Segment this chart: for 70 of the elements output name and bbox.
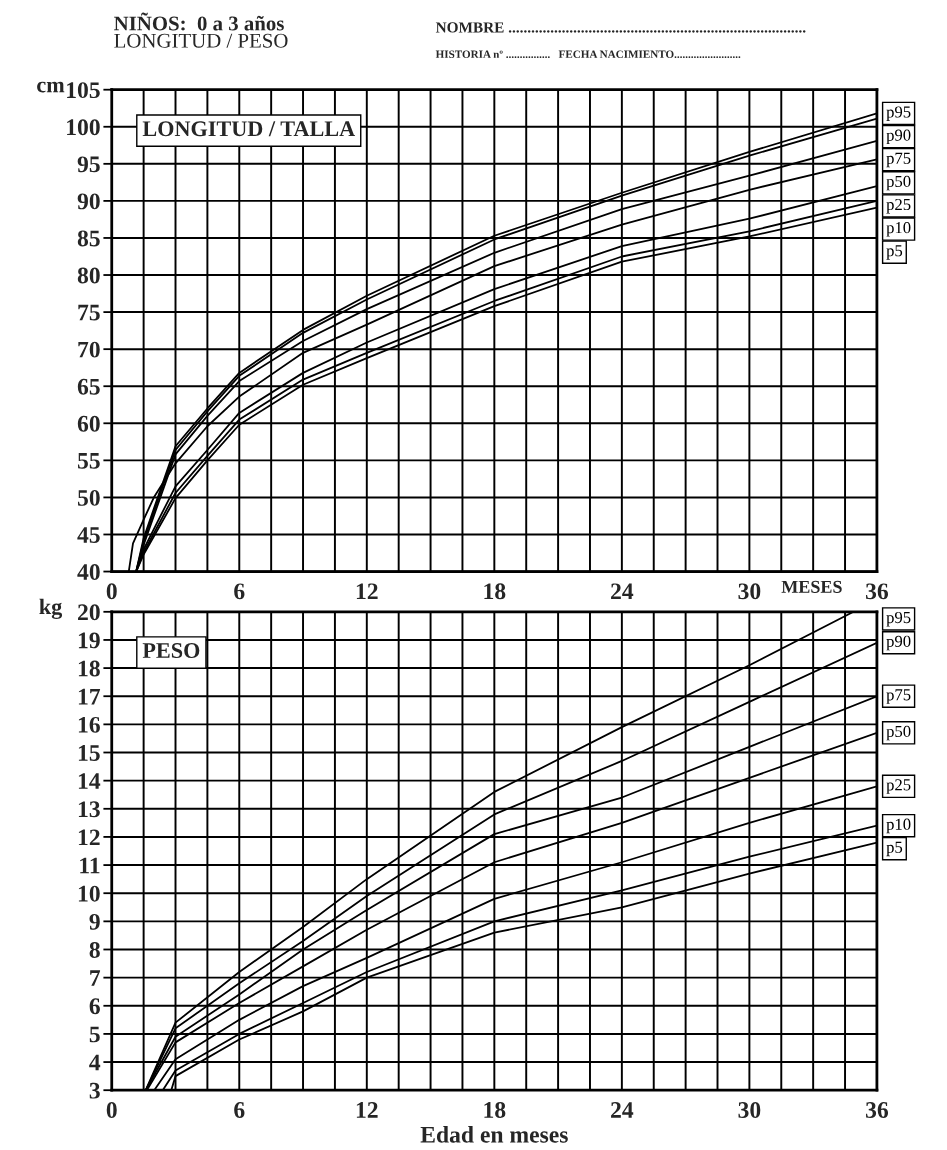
y-tick-label: 60: [77, 415, 100, 432]
x-tick-label: 18: [484, 583, 506, 600]
text: HISTORIA nº ................ FECHA NACIMIENTO........................: [435, 50, 741, 59]
y-tick-label: 4: [89, 1054, 101, 1071]
y-axis-title: cm: [37, 81, 65, 93]
legend-label: p50: [886, 175, 911, 191]
text: NOMBRE ..............................................................................: [435, 22, 806, 33]
x-tick-label: 6: [234, 1102, 245, 1118]
series-label: p95: [886, 106, 911, 121]
text: PESO: [142, 643, 200, 659]
legend-label: p5: [886, 841, 903, 857]
legend-label: p50: [886, 725, 911, 741]
y-tick-label: 20: [78, 604, 100, 621]
legend-label: p25: [886, 198, 911, 214]
y-tick-label: 18: [78, 660, 100, 677]
legend-label: p10: [886, 221, 911, 237]
legend-label: p90: [886, 129, 911, 145]
x-tick-label: 30: [738, 1101, 761, 1118]
series-label: p25: [886, 779, 911, 794]
x-axis-title: MESES: [781, 580, 842, 593]
y-tick-label: 40: [77, 564, 100, 580]
y-tick-label: 15: [78, 745, 100, 761]
x-tick-label: 0: [106, 1101, 117, 1118]
text: NIÑOS: 0 a 3 años: [114, 12, 284, 31]
y-tick-label: 13: [78, 801, 100, 818]
y-tick-label: 55: [77, 453, 100, 469]
y-tick-label: 50: [77, 489, 100, 506]
y-tick-label: 90: [77, 193, 100, 210]
x-tick-label: 36: [866, 583, 889, 600]
y-tick-label: 100: [67, 119, 100, 136]
y-tick-label: 75: [78, 304, 100, 321]
y-tick-label: 11: [80, 857, 100, 874]
y-tick-label: 14: [78, 773, 101, 789]
x-tick-label: 12: [356, 583, 378, 600]
y-tick-label: 6: [89, 998, 100, 1015]
series-label: p10: [886, 818, 911, 834]
x-tick-label: 30: [738, 583, 761, 600]
y-tick-label: 10: [78, 885, 100, 902]
legend-label: p90: [886, 635, 911, 651]
y-tick-label: 45: [77, 527, 100, 543]
y-tick-label: 19: [78, 632, 100, 649]
y-tick-label: 12: [78, 829, 100, 846]
y-tick-label: 70: [78, 341, 100, 358]
x-tick-label: 6: [234, 583, 245, 600]
y-axis-title: kg: [39, 598, 63, 619]
x-axis-title: Edad en meses: [420, 1126, 568, 1143]
text: LONGITUD / TALLA: [142, 121, 356, 137]
y-tick-label: 17: [78, 688, 101, 705]
series-label: p95: [886, 611, 911, 627]
y-tick-label: 85: [77, 230, 100, 247]
y-tick-label: 8: [89, 941, 100, 958]
y-tick-label: 3: [89, 1082, 100, 1099]
x-tick-label: 18: [484, 1101, 506, 1118]
y-tick-label: 105: [67, 82, 100, 99]
x-tick-label: 0: [106, 583, 117, 600]
series-label: p75: [886, 689, 911, 704]
y-tick-label: 7: [90, 970, 101, 986]
x-tick-label: 24: [611, 1102, 634, 1118]
y-tick-label: 9: [89, 913, 100, 930]
text: LONGITUD / PESO: [114, 33, 288, 48]
x-tick-label: 12: [356, 1102, 378, 1118]
y-tick-label: 65: [77, 378, 100, 395]
legend-label: p75: [886, 152, 911, 168]
y-tick-label: 95: [77, 156, 100, 173]
legend-label: p5: [886, 245, 903, 260]
y-tick-label: 5: [89, 1026, 100, 1043]
x-tick-label: 36: [866, 1102, 889, 1118]
x-tick-label: 24: [611, 583, 634, 600]
y-tick-label: 80: [77, 267, 100, 284]
y-tick-label: 16: [78, 716, 100, 733]
